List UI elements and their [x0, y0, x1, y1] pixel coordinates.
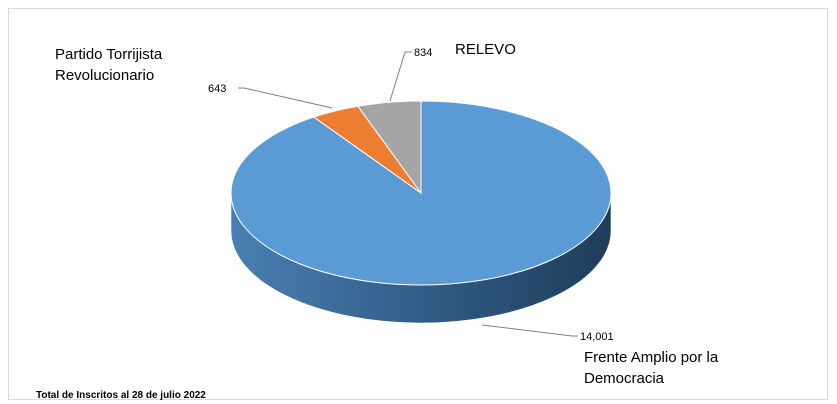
value-label-0: 14,001 — [580, 331, 614, 343]
pie-slice-0 — [230, 100, 612, 286]
pie-slices — [230, 100, 612, 286]
leader-line-1 — [238, 87, 333, 109]
footnote: Total de Inscritos al 28 de julio 2022 — [36, 390, 206, 401]
leader-line-0 — [481, 324, 578, 337]
leader-lines — [238, 51, 578, 337]
leader-line-2 — [389, 51, 412, 102]
value-label-1: 643 — [208, 83, 226, 95]
chart-frame — [8, 8, 828, 400]
value-label-2: 834 — [414, 47, 432, 59]
pie-slice-2 — [357, 100, 422, 195]
category-label-1-line2: Revolucionario — [55, 67, 154, 84]
category-label-0-line2: Democracia — [584, 370, 665, 387]
category-label-0-line1: Frente Amplio por la — [584, 349, 719, 366]
category-label-1-line1: Partido Torrijista — [55, 46, 163, 63]
category-label-2: RELEVO — [455, 41, 516, 58]
data-labels: 14,001 Frente Amplio por la Democracia 643 P… — [55, 41, 719, 387]
